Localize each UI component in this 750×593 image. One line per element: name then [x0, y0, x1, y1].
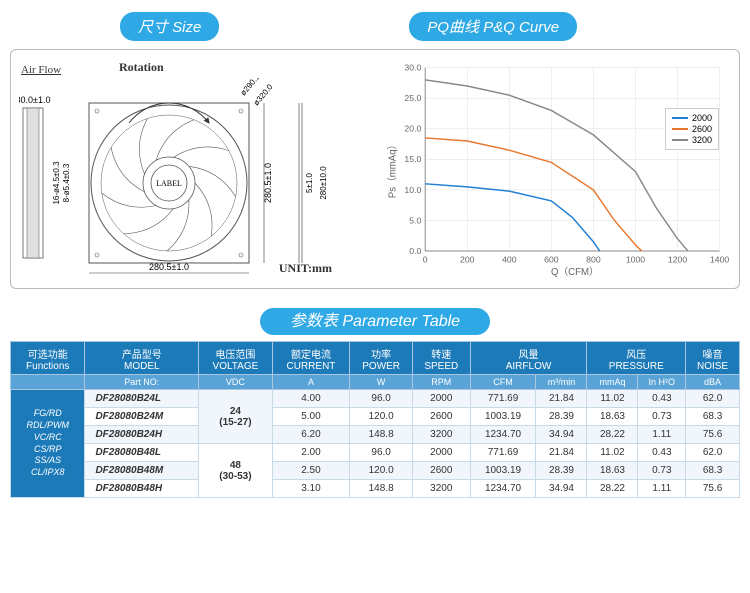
- svg-text:1400: 1400: [710, 255, 729, 265]
- th-airflow: 风量AIRFLOW: [470, 342, 587, 375]
- cell-model: DF28080B48H: [85, 480, 199, 498]
- cell-voltage: 48(30-53): [199, 444, 272, 498]
- cell-voltage: 24(15-27): [199, 390, 272, 444]
- svg-text:10.0: 10.0: [404, 185, 421, 195]
- chart-legend: 200026003200: [665, 108, 719, 150]
- table-row: DF28080B48M2.50120.026001003.1928.3918.6…: [11, 462, 740, 480]
- pq-chart: 0.0 5.0 10.0 15.0 20.0 25.0 30.0 0 200 400 600 800 1…: [380, 58, 731, 280]
- th-pressure: 风压PRESSURE: [587, 342, 686, 375]
- svg-text:0.0: 0.0: [409, 246, 421, 256]
- fan-drawing: 80.0±1.0 LABEL 280.5±1.0 280.5±1: [19, 78, 359, 288]
- table-row: FG/RDRDL/PWMVC/RCCS/RPSS/ASCL/IPX8DF2808…: [11, 390, 740, 408]
- th-voltage: 电压范围VOLTAGE: [199, 342, 272, 375]
- svg-text:280.5±1.0: 280.5±1.0: [263, 163, 273, 203]
- svg-text:15.0: 15.0: [404, 154, 421, 164]
- svg-text:5±1.0: 5±1.0: [305, 172, 314, 193]
- svg-text:Q（CFM）: Q（CFM）: [551, 266, 599, 278]
- cell-model: DF28080B48L: [85, 444, 199, 462]
- param-label: 参数表 Parameter Table: [260, 308, 490, 335]
- svg-text:25.0: 25.0: [404, 93, 421, 103]
- legend-item: 3200: [672, 135, 712, 145]
- svg-text:Ps（mmAq）: Ps（mmAq）: [386, 140, 398, 198]
- svg-text:0: 0: [423, 255, 428, 265]
- table-row: DF28080B48H3.10148.832001234.7034.9428.2…: [11, 480, 740, 498]
- cell-model: DF28080B24H: [85, 426, 199, 444]
- table-row: DF28080B24M5.00120.026001003.1928.3918.6…: [11, 408, 740, 426]
- svg-text:LABEL: LABEL: [156, 179, 182, 188]
- svg-text:600: 600: [544, 255, 559, 265]
- size-diagram: Air Flow Rotation 80.0±1.0 LABEL: [19, 58, 370, 280]
- cell-model: DF28080B24L: [85, 390, 199, 408]
- svg-text:200: 200: [460, 255, 475, 265]
- svg-text:1200: 1200: [668, 255, 687, 265]
- cell-model: DF28080B24M: [85, 408, 199, 426]
- svg-text:16-ø4.5±0.3: 16-ø4.5±0.3: [52, 161, 61, 205]
- svg-text:400: 400: [502, 255, 517, 265]
- th-power: 功率POWER: [350, 342, 413, 375]
- rotation-label: Rotation: [119, 60, 164, 75]
- svg-text:800: 800: [586, 255, 601, 265]
- top-panel: Air Flow Rotation 80.0±1.0 LABEL: [10, 49, 740, 289]
- table-row: DF28080B24H6.20148.832001234.7034.9428.2…: [11, 426, 740, 444]
- svg-text:1000: 1000: [626, 255, 645, 265]
- size-label: 尺寸 Size: [120, 12, 219, 41]
- functions-cell: FG/RDRDL/PWMVC/RCCS/RPSS/ASCL/IPX8: [11, 390, 85, 498]
- svg-text:280.5±1.0: 280.5±1.0: [149, 262, 189, 272]
- unit-label: UNIT:mm: [279, 261, 332, 276]
- svg-text:8-ø5.4±0.3: 8-ø5.4±0.3: [62, 163, 71, 202]
- parameter-table: 可选功能Functions产品型号MODEL电压范围VOLTAGE额定电流CUR…: [10, 341, 740, 498]
- th-current: 额定电流CURRENT: [272, 342, 350, 375]
- pq-label: PQ曲线 P&Q Curve: [409, 12, 577, 41]
- chart-svg: 0.0 5.0 10.0 15.0 20.0 25.0 30.0 0 200 400 600 800 1…: [380, 58, 731, 280]
- th-functions: 可选功能Functions: [11, 342, 85, 375]
- svg-text:5.0: 5.0: [409, 215, 421, 225]
- cell-model: DF28080B48M: [85, 462, 199, 480]
- svg-text:20.0: 20.0: [404, 124, 421, 134]
- svg-text:280±10.0: 280±10.0: [319, 166, 328, 200]
- table-row: DF28080B48L48(30-53)2.0096.02000771.6921…: [11, 444, 740, 462]
- svg-text:80.0±1.0: 80.0±1.0: [19, 95, 50, 105]
- legend-item: 2600: [672, 124, 712, 134]
- th-model: 产品型号MODEL: [85, 342, 199, 375]
- airflow-label: Air Flow: [21, 64, 61, 76]
- param-header: 参数表 Parameter Table: [0, 307, 750, 331]
- section-labels: 尺寸 Size PQ曲线 P&Q Curve: [0, 0, 750, 49]
- th-speed: 转速SPEED: [413, 342, 471, 375]
- legend-item: 2000: [672, 113, 712, 123]
- svg-text:30.0: 30.0: [404, 63, 421, 73]
- th-noise: 噪音NOISE: [686, 342, 740, 375]
